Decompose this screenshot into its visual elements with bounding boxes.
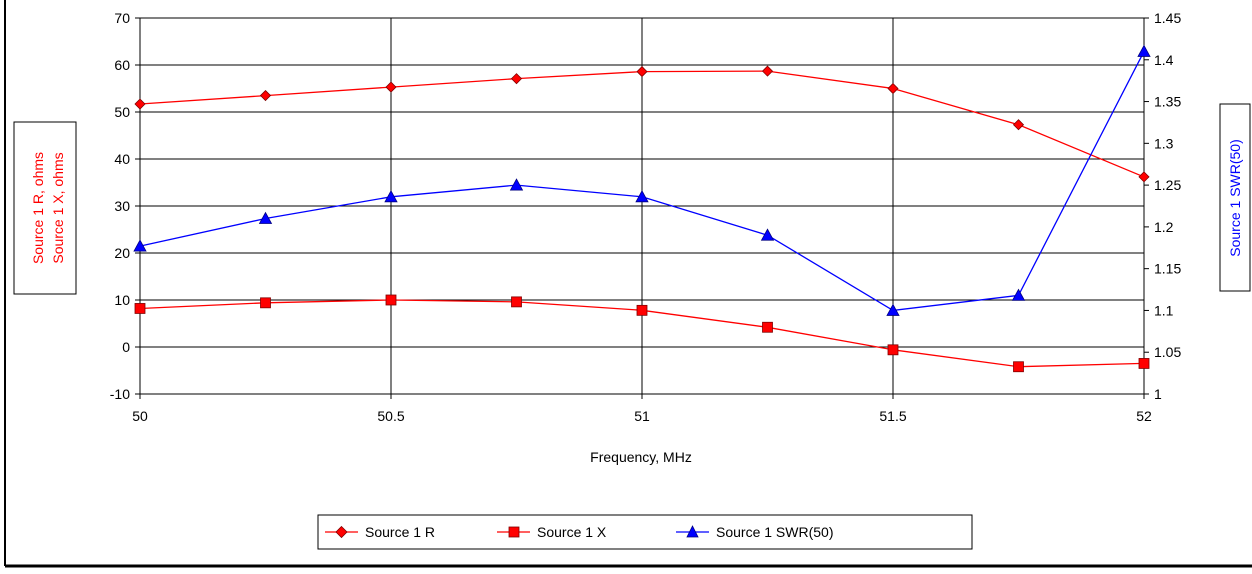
grid-layer (135, 17, 1149, 399)
y-left-tick-label: 70 (114, 10, 130, 26)
x-tick-label: 50.5 (377, 408, 404, 424)
right-axis-title-box: Source 1 SWR(50) (1219, 103, 1251, 292)
data-point-square (1013, 361, 1024, 373)
right-axis-title: Source 1 SWR(50) (1227, 139, 1243, 256)
data-point-square (887, 344, 899, 356)
y-right-tick-label: 1.25 (1154, 177, 1181, 193)
series-2 (133, 44, 1151, 316)
left-axis-title-box: Source 1 R, ohms Source 1 X, ohms (13, 121, 77, 295)
y-right-tick-label: 1.05 (1154, 344, 1181, 360)
data-point-diamond (761, 65, 774, 77)
data-point-square (762, 321, 773, 333)
data-point-triangle (635, 189, 649, 203)
y-right-tick-label: 1.3 (1154, 135, 1174, 151)
y-right-tick-label: 1.45 (1154, 10, 1181, 26)
legend: Source 1 R Source 1 X Source 1 SWR(50) (317, 514, 973, 550)
data-point-square (511, 296, 522, 308)
data-point-triangle (384, 189, 398, 203)
plot-area-frame (139, 17, 1145, 395)
data-point-diamond (134, 98, 146, 110)
data-point-triangle (1137, 44, 1151, 57)
y-right-tick-label: 1.15 (1154, 261, 1181, 277)
x-tick-label: 50 (132, 408, 148, 424)
y-right-tick-label: 1 (1154, 386, 1162, 402)
data-point-diamond (1138, 171, 1150, 183)
legend-item-r: Source 1 R (325, 524, 435, 540)
legend-label-swr: Source 1 SWR(50) (716, 524, 833, 540)
y-left-tick-label: 50 (114, 104, 130, 120)
data-point-square (134, 303, 146, 314)
data-point-diamond (887, 82, 899, 95)
legend-item-swr: Source 1 SWR(50) (676, 524, 833, 540)
data-point-diamond (259, 89, 272, 102)
legend-label-x: Source 1 X (537, 524, 607, 540)
data-point-triangle (509, 178, 524, 191)
series-0 (134, 65, 1150, 183)
x-tick-label: 52 (1136, 408, 1152, 424)
y-left-tick-label: 40 (114, 151, 130, 167)
y-right-tick-label: 1.2 (1154, 219, 1174, 235)
data-point-triangle (133, 239, 147, 252)
data-point-triangle (886, 303, 900, 316)
tick-labels: -10 0 10 20 30 40 50 60 70 50 50.5 51 51.5 521 1.05 1.1… (110, 10, 1182, 424)
x-tick-label: 51.5 (879, 408, 906, 424)
data-point-square (636, 304, 648, 316)
data-point-diamond (510, 73, 523, 85)
data-point-diamond (1012, 119, 1025, 131)
y-right-tick-label: 1.35 (1154, 94, 1181, 110)
legend-label-r: Source 1 R (365, 524, 435, 540)
left-axis-title-line2: Source 1 X, ohms (50, 152, 66, 263)
data-point-diamond (636, 66, 648, 78)
x-axis-title: Frequency, MHz (590, 449, 692, 465)
series-layer (133, 44, 1151, 373)
y-left-tick-label: 10 (114, 292, 130, 308)
data-point-diamond (385, 81, 397, 93)
data-point-triangle (1011, 288, 1026, 301)
y-left-tick-label: 20 (114, 245, 130, 261)
legend-item-x: Source 1 X (497, 524, 607, 540)
data-point-square (260, 297, 271, 309)
y-left-tick-label: -10 (110, 386, 130, 402)
data-point-square (385, 294, 397, 306)
y-left-tick-label: 30 (114, 198, 130, 214)
left-axis-title-line1: Source 1 R, ohms (30, 152, 46, 264)
data-point-triangle (258, 211, 273, 224)
x-tick-label: 51 (634, 408, 650, 424)
data-point-square (1138, 358, 1150, 369)
y-left-tick-label: 60 (114, 57, 130, 73)
y-right-tick-label: 1.4 (1154, 52, 1174, 68)
series-1 (134, 294, 1150, 373)
y-right-tick-label: 1.1 (1154, 302, 1174, 318)
data-point-triangle (760, 228, 775, 241)
y-left-tick-label: 0 (122, 339, 130, 355)
